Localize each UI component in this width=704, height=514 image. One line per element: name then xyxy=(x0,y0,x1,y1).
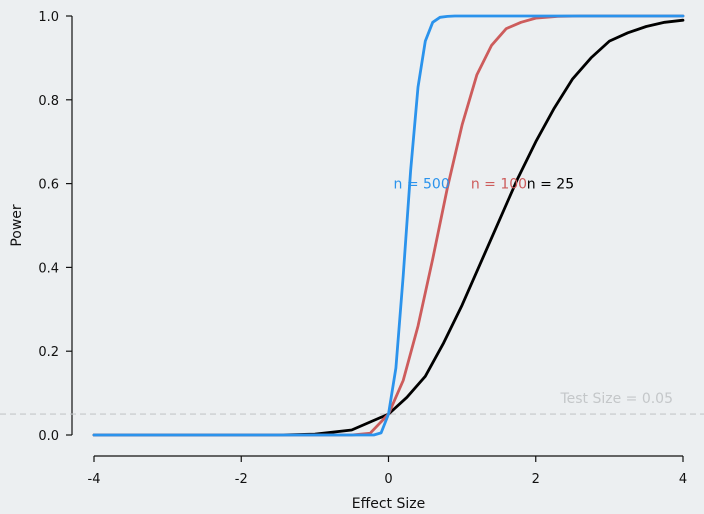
y-tick-label: 0.2 xyxy=(38,345,59,360)
test-size-label: Test Size = 0.05 xyxy=(559,391,673,407)
y-tick-label: 0.6 xyxy=(38,178,59,193)
series-label: n = 25 xyxy=(527,177,574,193)
reference-line-group: Test Size = 0.05 xyxy=(0,391,704,415)
x-tick-label: 0 xyxy=(384,472,392,487)
series-lines xyxy=(92,14,685,437)
y-tick-label: 0.8 xyxy=(38,94,59,109)
series-line xyxy=(92,18,685,437)
y-tick-label: 0.4 xyxy=(38,261,59,276)
series-label: n = 100 xyxy=(471,177,527,193)
x-axis-title: Effect Size xyxy=(352,496,425,512)
y-axis-title: Power xyxy=(9,204,25,247)
series-label: n = 500 xyxy=(394,177,450,193)
series-labels: n = 25n = 100 n = 500 xyxy=(394,177,575,193)
series-line xyxy=(92,14,685,437)
x-tick-label: 4 xyxy=(679,472,687,487)
y-tick-label: 1.0 xyxy=(38,10,59,25)
chart-axes: 0.0 0.2 0.4 0.6 0.8 1.0 -4 -2 0 2 4 xyxy=(38,10,687,487)
x-tick-label: 2 xyxy=(532,472,540,487)
x-tick-label: -2 xyxy=(235,472,248,487)
series-line xyxy=(92,14,685,437)
x-tick-label: -4 xyxy=(88,472,101,487)
y-tick-label: 0.0 xyxy=(38,429,59,444)
